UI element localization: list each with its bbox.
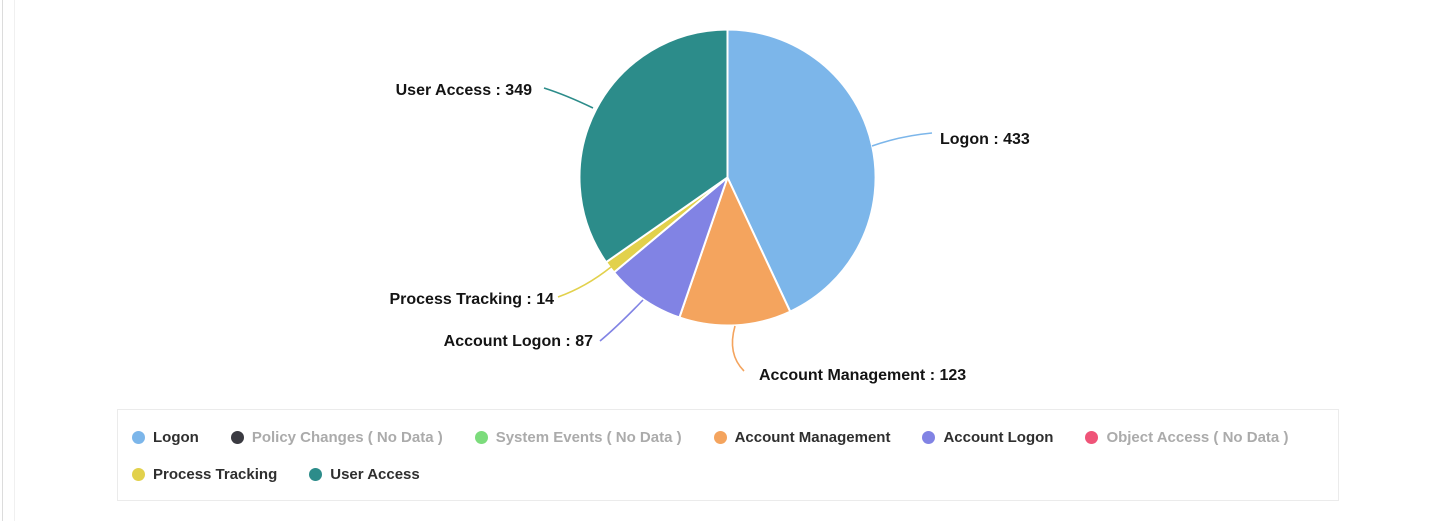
legend-item-policy-changes-no-data-[interactable]: Policy Changes ( No Data ) <box>230 425 443 449</box>
legend-dot-icon <box>713 430 727 444</box>
pie-leader-line-account-logon <box>599 299 644 342</box>
pie-callout-label-logon: Logon : 433 <box>940 131 1030 148</box>
pie-leader-line-user-access <box>543 87 594 109</box>
legend-dot-icon <box>474 430 488 444</box>
pie-slice-account-management[interactable] <box>678 176 792 327</box>
panel-left-divider-inner <box>14 0 15 521</box>
pie-chart-area: Logon : 433 User Access : 349 Process Trac… <box>389 28 1030 384</box>
pie-leader-line-account-management <box>731 325 745 372</box>
legend-item-system-events-no-data-[interactable]: System Events ( No Data ) <box>474 425 682 449</box>
legend-item-label: User Access <box>330 465 420 483</box>
legend-dot-icon <box>1085 430 1099 444</box>
legend-dot-icon <box>132 467 145 481</box>
legend-dot-icon <box>309 467 323 481</box>
legend-item-account-logon[interactable]: Account Logon <box>922 425 1053 449</box>
legend-item-logon[interactable]: Logon <box>132 425 199 449</box>
pie-leader-line-logon <box>871 132 933 147</box>
legend-item-account-management[interactable]: Account Management <box>713 425 891 449</box>
chart-legend: Logon Policy Changes ( No Data ) System Ev… <box>117 409 1339 501</box>
pie-callout-label-account-management: Account Management : 123 <box>759 367 967 384</box>
pie-chart-svg <box>543 28 933 372</box>
pie-callout-label-account-logon: Account Logon : 87 <box>443 333 593 350</box>
legend-dot-icon <box>230 430 244 444</box>
legend-item-label: Policy Changes ( No Data ) <box>251 428 443 446</box>
pie-slice-user-access[interactable] <box>578 28 729 264</box>
legend-item-process-tracking[interactable]: Process Tracking <box>132 462 277 486</box>
legend-item-label: Object Access ( No Data ) <box>1106 428 1289 446</box>
pie-callout-label-process-tracking: Process Tracking : 14 <box>389 291 554 308</box>
panel-left-divider <box>2 0 3 521</box>
legend-item-label: Account Logon <box>943 428 1054 446</box>
legend-item-user-access[interactable]: User Access <box>309 462 420 486</box>
pie-callout-label-user-access: User Access : 349 <box>395 82 532 99</box>
pie-leader-line-process-tracking <box>557 266 612 298</box>
legend-item-label: Process Tracking <box>153 465 278 483</box>
legend-item-object-access-no-data-[interactable]: Object Access ( No Data ) <box>1085 425 1288 449</box>
legend-item-label: Logon <box>153 428 199 446</box>
legend-item-label: Account Management <box>734 428 891 446</box>
legend-dot-icon <box>922 430 936 444</box>
legend-dot-icon <box>132 430 145 444</box>
legend-item-label: System Events ( No Data ) <box>495 428 682 446</box>
